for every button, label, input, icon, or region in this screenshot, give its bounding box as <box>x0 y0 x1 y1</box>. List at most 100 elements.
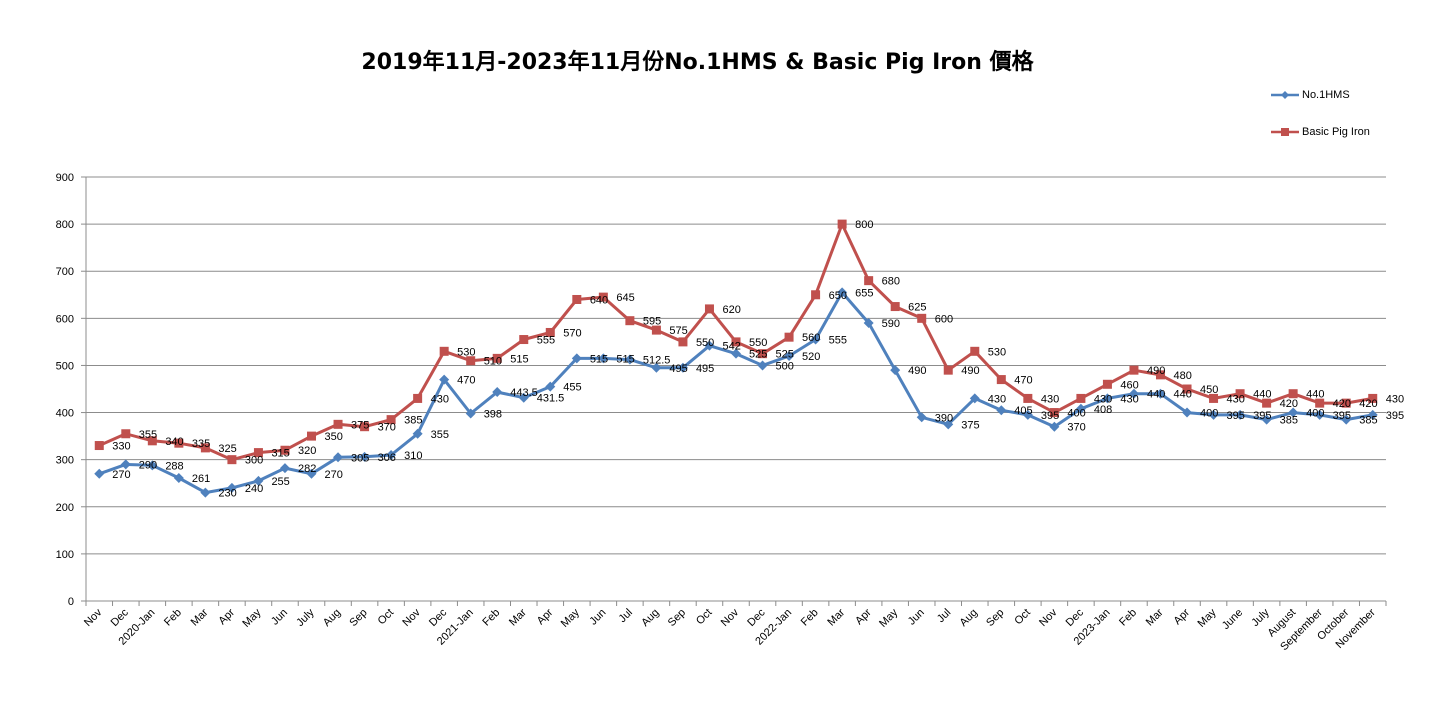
legend-label-hms: No.1HMS <box>1302 89 1350 101</box>
y-tick-label: 200 <box>56 502 74 514</box>
data-label: 440 <box>1147 389 1165 401</box>
data-label: 375 <box>961 419 979 431</box>
x-tick-label: Feb <box>480 607 502 629</box>
x-tick-label: May <box>559 606 583 630</box>
data-point-diamond <box>571 353 582 364</box>
data-point-square <box>519 335 529 345</box>
x-tick-label: Apr <box>216 606 237 627</box>
x-tick-label: Dec <box>109 606 132 629</box>
data-point-diamond <box>1182 407 1193 418</box>
data-label: 430 <box>1386 393 1404 405</box>
y-tick-label: 0 <box>68 596 74 608</box>
data-point-square <box>492 353 502 363</box>
data-label: 650 <box>829 290 847 302</box>
data-point-diamond <box>1102 393 1113 404</box>
data-label: 525 <box>776 349 794 361</box>
data-point-square <box>174 438 184 448</box>
data-label: 640 <box>590 294 608 306</box>
data-label: 500 <box>776 360 794 372</box>
x-tick-label: Sep <box>984 607 1006 629</box>
data-label: 400 <box>1067 408 1085 420</box>
x-tick-label: Jul <box>935 607 953 625</box>
data-label: 470 <box>457 375 475 387</box>
data-point-square <box>1076 393 1086 403</box>
data-label: 680 <box>882 276 900 288</box>
data-label: 420 <box>1359 398 1377 410</box>
data-point-diamond <box>1049 421 1060 432</box>
data-point-square <box>625 316 635 326</box>
data-label: 430 <box>988 393 1006 405</box>
y-tick-label: 600 <box>56 313 74 325</box>
data-label: 440 <box>1253 389 1271 401</box>
data-label: 495 <box>669 363 687 375</box>
data-label: 512.5 <box>643 355 671 367</box>
data-label: 625 <box>908 302 926 314</box>
data-point-square <box>1315 398 1325 408</box>
data-point-diamond <box>253 475 264 486</box>
data-point-square <box>704 304 714 314</box>
data-point-square <box>386 415 396 425</box>
data-label: 430 <box>1227 393 1245 405</box>
data-point-diamond <box>147 460 158 471</box>
data-point-diamond <box>545 381 556 392</box>
data-point-square <box>837 219 847 229</box>
data-point-diamond <box>1367 409 1378 420</box>
x-tick-label: Oct <box>1012 607 1033 628</box>
data-point-square <box>784 332 794 342</box>
data-point-square <box>227 455 237 465</box>
chart-legend: No.1HMS Basic Pig Iron <box>1270 86 1440 160</box>
data-label: 430 <box>1120 393 1138 405</box>
data-label: 350 <box>325 431 343 443</box>
data-point-square <box>890 302 900 312</box>
data-label: 515 <box>510 353 528 365</box>
data-point-square <box>333 419 343 429</box>
data-label: 431.5 <box>537 393 565 405</box>
data-point-diamond <box>94 468 105 479</box>
data-label: 490 <box>1147 365 1165 377</box>
y-tick-label: 800 <box>56 219 74 231</box>
data-point-diamond <box>651 362 662 373</box>
data-point-diamond <box>333 452 344 463</box>
data-label: 255 <box>271 476 289 488</box>
data-label: 510 <box>484 356 502 368</box>
data-point-diamond <box>1075 403 1086 414</box>
data-label: 330 <box>112 441 130 453</box>
data-label: 800 <box>855 219 873 231</box>
y-tick-label: 400 <box>56 408 74 420</box>
data-point-square <box>598 292 608 302</box>
data-point-diamond <box>518 392 529 403</box>
chart-title: 2019年11月-2023年11月份No.1HMS & Basic Pig Ir… <box>361 50 1034 75</box>
x-tick-label: May <box>1195 606 1219 630</box>
data-label: 385 <box>1280 415 1298 427</box>
x-tick-label: Mar <box>825 606 847 628</box>
data-point-diamond <box>837 287 848 298</box>
data-point-diamond <box>784 351 795 362</box>
data-point-square <box>200 443 210 453</box>
x-tick-label: Jun <box>269 607 290 628</box>
data-label: 282 <box>298 463 316 475</box>
data-label: 398 <box>484 408 502 420</box>
data-label: 515 <box>616 353 634 365</box>
data-label: 490 <box>908 365 926 377</box>
data-label: 340 <box>165 436 183 448</box>
data-point-square <box>1368 393 1378 403</box>
data-label: 305 <box>351 452 369 464</box>
x-tick-label: Nov <box>82 606 105 629</box>
y-tick-label: 700 <box>56 266 74 278</box>
data-point-square <box>943 365 953 375</box>
data-point-square <box>1023 393 1033 403</box>
data-point-square <box>1129 365 1139 375</box>
data-point-square <box>996 375 1006 385</box>
data-point-square <box>360 422 370 432</box>
data-point-square <box>1049 408 1059 418</box>
data-point-square <box>94 441 104 451</box>
x-tick-label: Dec <box>427 606 450 629</box>
data-point-diamond <box>943 419 954 430</box>
data-point-diamond <box>226 482 237 493</box>
data-point-diamond <box>120 459 131 470</box>
data-point-diamond <box>1022 409 1033 420</box>
data-label: 450 <box>1200 384 1218 396</box>
data-label: 355 <box>139 429 157 441</box>
x-tick-label: Mar <box>507 606 529 628</box>
data-point-diamond <box>890 365 901 376</box>
